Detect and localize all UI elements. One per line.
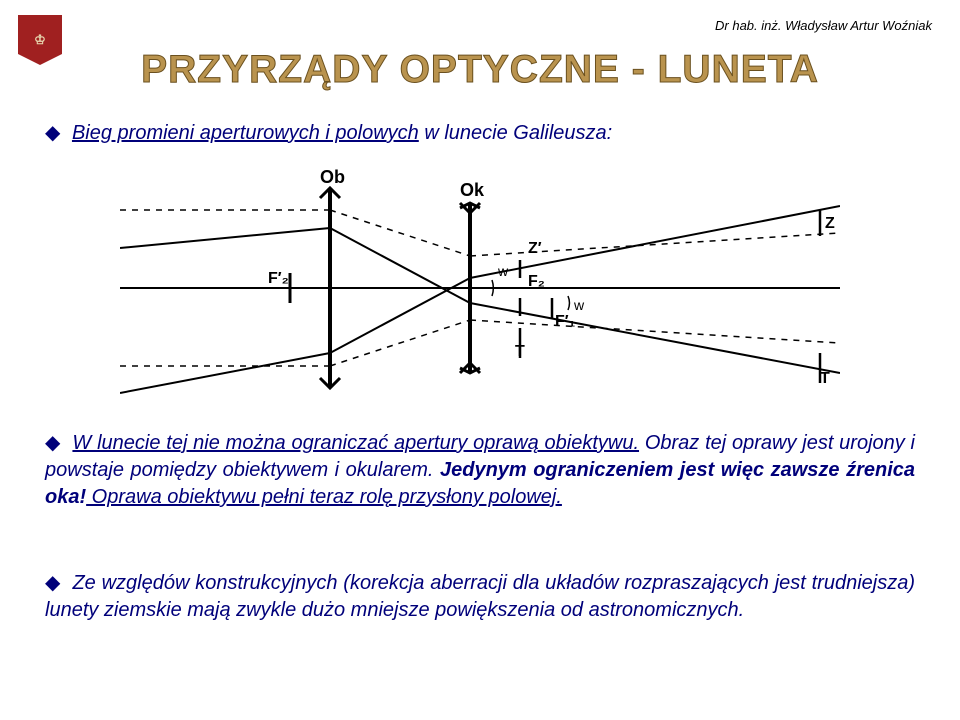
author-name: Dr hab. inż. Władysław Artur Woźniak [715, 18, 932, 33]
bullet-1-underline: Bieg promieni aperturowych i polowych [72, 122, 419, 144]
label-t-left: T [515, 343, 525, 360]
label-w2: w [573, 297, 585, 313]
bullet-dot-icon: ◆ [45, 572, 61, 594]
para3-text: Ze względów konstrukcyjnych (korekcja ab… [45, 572, 915, 621]
label-f2prime: F′₂ [268, 270, 289, 287]
optics-diagram: Ob Ok F′₂ F₂ Z′ F′₁ Z T T w w [120, 158, 840, 418]
label-zprime: Z′ [528, 240, 542, 257]
logo-eagle-icon: ♔ [34, 32, 46, 48]
label-w1: w [497, 263, 509, 279]
paragraph-2: ◆ W lunecie tej nie można ograniczać ape… [45, 430, 915, 511]
label-ob: Ob [320, 167, 345, 187]
para2-s1a: W lunecie tej nie można ograniczać apert… [72, 432, 639, 454]
para2-s2: Oprawa obiektywu pełni teraz rolę przysł… [86, 486, 562, 508]
slide-title: PRZYRZĄDY OPTYCZNE - LUNETA [0, 48, 960, 92]
label-t-right: T [820, 370, 830, 387]
label-ok: Ok [460, 180, 485, 200]
bullet-dot-icon: ◆ [45, 432, 61, 454]
bullet-1-suffix: w lunecie Galileusza: [419, 122, 612, 144]
label-f1prime: F′₁ [555, 313, 576, 330]
paragraph-3: ◆ Ze względów konstrukcyjnych (korekcja … [45, 570, 915, 624]
label-f2: F₂ [528, 273, 545, 290]
bullet-dot-icon: ◆ [45, 122, 60, 144]
label-z: Z [825, 215, 835, 232]
bullet-1: ◆ Bieg promieni aperturowych i polowych … [45, 120, 915, 145]
